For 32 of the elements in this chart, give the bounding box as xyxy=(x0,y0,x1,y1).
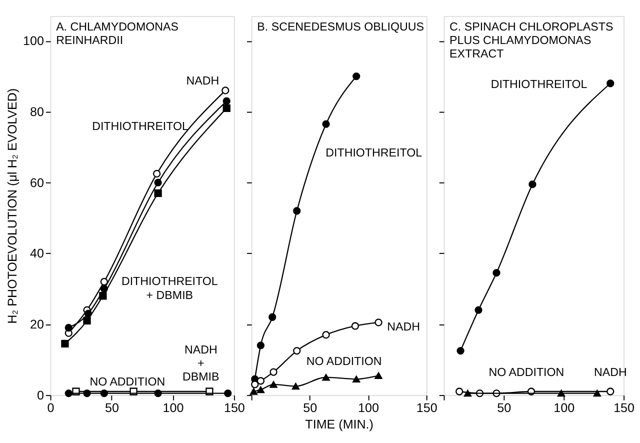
x-tick-label: 50 xyxy=(497,400,512,415)
x-axis-title: TIME (MIN.) xyxy=(305,417,374,432)
x-tick-label: 100 xyxy=(358,400,379,415)
y-tick-label: 100 xyxy=(23,34,44,48)
x-tick-label: 150 xyxy=(416,400,438,415)
chart-title: B. SCENEDESMUS OBLIQUUS xyxy=(257,20,424,34)
x-tick-label: 0 xyxy=(47,400,54,415)
series-label: NADH xyxy=(594,366,627,379)
y-tick-label: 0 xyxy=(37,388,44,402)
y-tick-label: 80 xyxy=(30,105,44,120)
series-label: DITHIOTHREITOL + DBMIB xyxy=(121,275,218,302)
x-tick-label: 100 xyxy=(162,400,184,415)
y-axis-title: H₂ PHOTOEVOLUTION (μl H₂ EVOLVED) xyxy=(5,88,20,324)
series-label: DITHIOTHREITOL xyxy=(92,120,190,133)
series-label: DITHIOTHREITOL xyxy=(490,78,588,92)
series-label: NADH + DBMIB xyxy=(182,343,220,384)
legend-label: NADH xyxy=(387,320,420,334)
x-tick-label: 100 xyxy=(554,400,575,415)
series-label: NO ADDITION xyxy=(306,355,382,368)
text: C. SPINACH CHLOROPLASTS PLUS CHLAMYDOMONAS EXTRACT xyxy=(450,20,614,61)
x-tick-label: 50 xyxy=(105,400,119,415)
series-label: NO ADDITION xyxy=(488,366,564,379)
series-label: NADH xyxy=(186,74,220,88)
x-tick-label: 50 xyxy=(303,400,318,415)
text: A. CHLAMYDOMONAS REINHARDII xyxy=(56,20,179,48)
y-tick-label: 20 xyxy=(30,318,44,332)
y-tick-label: 60 xyxy=(30,176,44,190)
y-tick-label: 40 xyxy=(30,246,44,261)
x-tick-label: 150 xyxy=(614,400,635,415)
series-label: NO ADDITION xyxy=(90,376,166,389)
series-label: DITHIOTHREITOL xyxy=(326,146,423,160)
x-tick-label: 150 xyxy=(224,400,245,415)
